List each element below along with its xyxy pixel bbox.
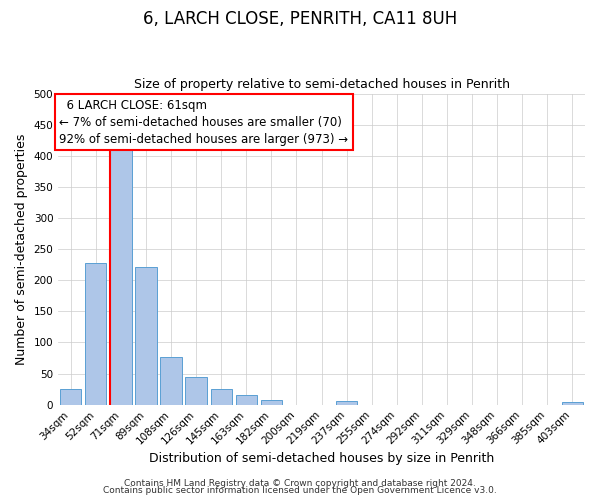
Text: Contains HM Land Registry data © Crown copyright and database right 2024.: Contains HM Land Registry data © Crown c… [124, 478, 476, 488]
Bar [185, 378, 207, 404]
Bar [211, 389, 232, 404]
Text: Contains public sector information licensed under the Open Government Licence v3: Contains public sector information licen… [103, 486, 497, 495]
Bar [136, 266, 157, 404]
Bar [85, 263, 106, 404]
Bar [562, 402, 583, 404]
X-axis label: Distribution of semi-detached houses by size in Penrith: Distribution of semi-detached houses by … [149, 452, 494, 465]
Text: 6 LARCH CLOSE: 61sqm
← 7% of semi-detached houses are smaller (70)
92% of semi-d: 6 LARCH CLOSE: 61sqm ← 7% of semi-detach… [59, 98, 349, 146]
Title: Size of property relative to semi-detached houses in Penrith: Size of property relative to semi-detach… [134, 78, 509, 91]
Text: 6, LARCH CLOSE, PENRITH, CA11 8UH: 6, LARCH CLOSE, PENRITH, CA11 8UH [143, 10, 457, 28]
Bar [261, 400, 282, 404]
Bar [110, 150, 131, 404]
Bar [236, 395, 257, 404]
Bar [160, 357, 182, 405]
Y-axis label: Number of semi-detached properties: Number of semi-detached properties [15, 134, 28, 365]
Bar [336, 401, 358, 404]
Bar [60, 389, 82, 404]
